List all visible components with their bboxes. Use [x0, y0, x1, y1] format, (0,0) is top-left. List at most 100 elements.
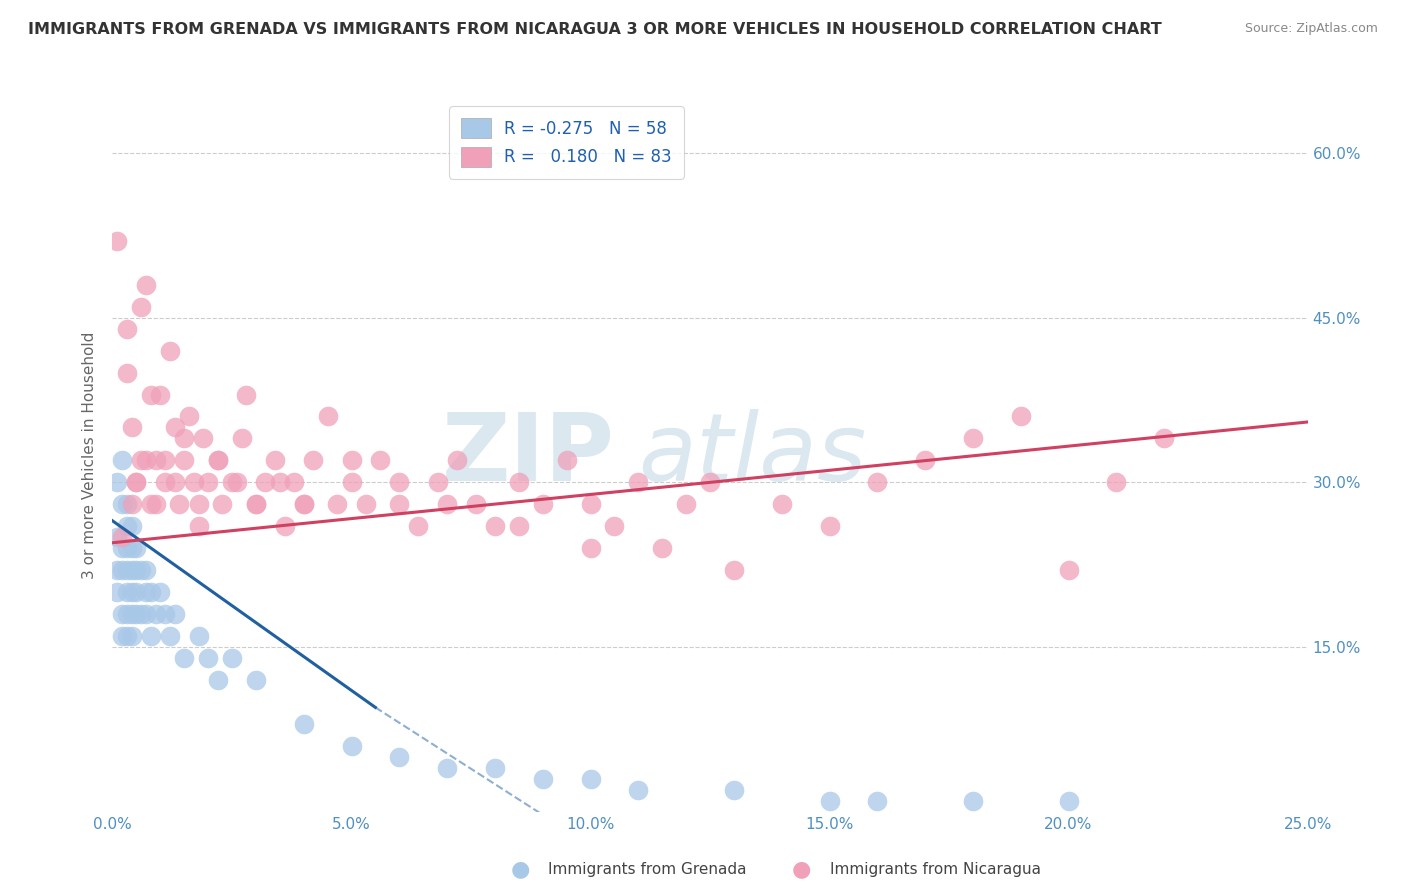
Point — [121, 541, 143, 556]
Point — [264, 453, 287, 467]
Point — [159, 629, 181, 643]
Y-axis label: 3 or more Vehicles in Household: 3 or more Vehicles in Household — [82, 331, 97, 579]
Point — [115, 497, 138, 511]
Point — [1057, 794, 1080, 808]
Point — [121, 629, 143, 643]
Point — [135, 277, 157, 292]
Point — [105, 563, 128, 577]
Point — [225, 475, 247, 490]
Point — [231, 432, 253, 446]
Point — [197, 475, 219, 490]
Point — [135, 563, 157, 577]
Point — [699, 475, 721, 490]
Point — [159, 343, 181, 358]
Point — [531, 772, 554, 786]
Point — [1153, 432, 1175, 446]
Point — [121, 420, 143, 434]
Point — [555, 453, 578, 467]
Point — [388, 475, 411, 490]
Point — [139, 387, 162, 401]
Point — [173, 651, 195, 665]
Point — [388, 497, 411, 511]
Point — [627, 782, 650, 797]
Point — [770, 497, 793, 511]
Point — [484, 761, 506, 775]
Point — [446, 453, 468, 467]
Point — [426, 475, 449, 490]
Point — [125, 475, 148, 490]
Point — [111, 453, 134, 467]
Point — [183, 475, 205, 490]
Text: atlas: atlas — [638, 409, 866, 500]
Point — [723, 563, 745, 577]
Point — [914, 453, 936, 467]
Point — [651, 541, 673, 556]
Point — [269, 475, 291, 490]
Point — [115, 321, 138, 335]
Point — [818, 519, 841, 533]
Point — [235, 387, 257, 401]
Point — [105, 475, 128, 490]
Point — [962, 794, 984, 808]
Point — [579, 772, 602, 786]
Point — [368, 453, 391, 467]
Point — [340, 475, 363, 490]
Point — [115, 585, 138, 599]
Point — [1010, 409, 1032, 424]
Point — [866, 794, 889, 808]
Point — [962, 432, 984, 446]
Point — [173, 432, 195, 446]
Point — [1057, 563, 1080, 577]
Point — [125, 607, 148, 621]
Point — [173, 453, 195, 467]
Point — [169, 497, 191, 511]
Point — [111, 563, 134, 577]
Point — [627, 475, 650, 490]
Text: ZIP: ZIP — [441, 409, 614, 501]
Point — [153, 607, 176, 621]
Text: Source: ZipAtlas.com: Source: ZipAtlas.com — [1244, 22, 1378, 36]
Point — [125, 541, 148, 556]
Point — [145, 497, 167, 511]
Point — [292, 717, 315, 731]
Point — [163, 420, 186, 434]
Point — [139, 629, 162, 643]
Point — [153, 475, 176, 490]
Point — [340, 739, 363, 753]
Point — [508, 475, 530, 490]
Point — [149, 585, 172, 599]
Point — [115, 629, 138, 643]
Point — [125, 563, 148, 577]
Point — [354, 497, 377, 511]
Text: Immigrants from Grenada: Immigrants from Grenada — [548, 863, 747, 877]
Point — [723, 782, 745, 797]
Text: ●: ● — [792, 860, 811, 880]
Text: Immigrants from Nicaragua: Immigrants from Nicaragua — [830, 863, 1040, 877]
Point — [207, 453, 229, 467]
Point — [149, 387, 172, 401]
Point — [579, 497, 602, 511]
Point — [302, 453, 325, 467]
Point — [163, 475, 186, 490]
Point — [115, 607, 138, 621]
Point — [129, 607, 152, 621]
Point — [340, 453, 363, 467]
Point — [111, 607, 134, 621]
Point — [115, 541, 138, 556]
Point — [111, 530, 134, 544]
Point — [129, 300, 152, 314]
Point — [115, 366, 138, 380]
Point — [145, 453, 167, 467]
Point — [177, 409, 200, 424]
Point — [111, 541, 134, 556]
Point — [115, 519, 138, 533]
Point — [105, 585, 128, 599]
Point — [221, 475, 243, 490]
Point — [135, 585, 157, 599]
Legend: R = -0.275   N = 58, R =   0.180   N = 83: R = -0.275 N = 58, R = 0.180 N = 83 — [450, 106, 683, 178]
Point — [111, 629, 134, 643]
Point — [207, 673, 229, 687]
Point — [292, 497, 315, 511]
Point — [866, 475, 889, 490]
Point — [121, 585, 143, 599]
